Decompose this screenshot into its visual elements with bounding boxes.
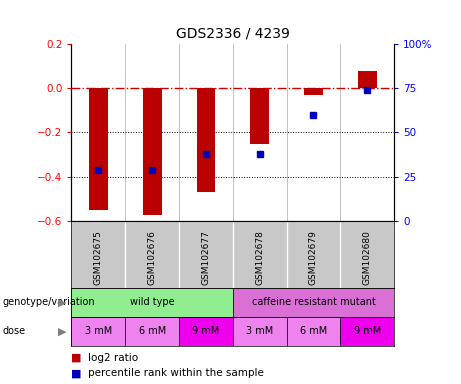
Bar	[196, 88, 215, 192]
Text: ▶: ▶	[58, 297, 66, 308]
Text: GSM102676: GSM102676	[148, 230, 157, 285]
Bar	[71, 288, 233, 317]
Text: 9 mM: 9 mM	[354, 326, 381, 336]
Bar	[358, 71, 377, 88]
Text: GSM102675: GSM102675	[94, 230, 103, 285]
Bar	[287, 317, 340, 346]
Text: genotype/variation: genotype/variation	[2, 297, 95, 308]
Text: dose: dose	[2, 326, 25, 336]
Text: 6 mM: 6 mM	[138, 326, 166, 336]
Text: percentile rank within the sample: percentile rank within the sample	[88, 368, 264, 378]
Bar	[340, 317, 394, 346]
Text: wild type: wild type	[130, 297, 174, 308]
Bar	[71, 317, 125, 346]
Bar	[179, 317, 233, 346]
Bar	[233, 288, 394, 317]
Text: 3 mM: 3 mM	[246, 326, 273, 336]
Bar	[250, 88, 269, 144]
Text: 3 mM: 3 mM	[85, 326, 112, 336]
Bar	[89, 88, 108, 210]
Bar	[304, 88, 323, 95]
Text: caffeine resistant mutant: caffeine resistant mutant	[252, 297, 375, 308]
Bar	[125, 317, 179, 346]
Text: log2 ratio: log2 ratio	[88, 353, 138, 363]
Text: GSM102677: GSM102677	[201, 230, 210, 285]
Text: GSM102678: GSM102678	[255, 230, 264, 285]
Text: GSM102680: GSM102680	[363, 230, 372, 285]
Text: 9 mM: 9 mM	[192, 326, 219, 336]
Text: 6 mM: 6 mM	[300, 326, 327, 336]
Bar	[143, 88, 161, 215]
Text: ■: ■	[71, 353, 82, 363]
Text: ■: ■	[71, 368, 82, 378]
Text: GSM102679: GSM102679	[309, 230, 318, 285]
Text: ▶: ▶	[58, 326, 66, 336]
Title: GDS2336 / 4239: GDS2336 / 4239	[176, 26, 290, 40]
Bar	[233, 317, 287, 346]
